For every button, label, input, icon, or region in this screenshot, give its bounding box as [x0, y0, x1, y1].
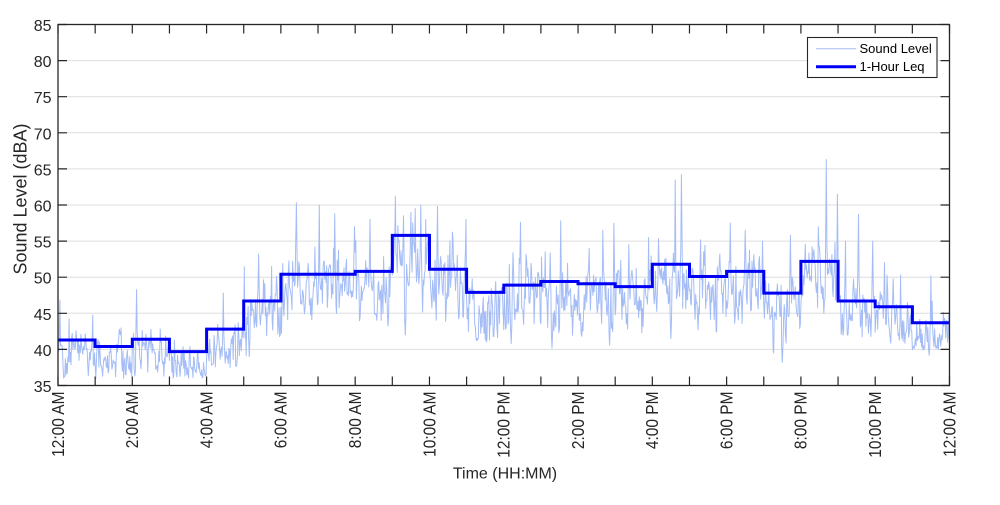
svg-text:12:00 AM: 12:00 AM	[48, 392, 68, 457]
svg-text:45: 45	[34, 307, 52, 324]
svg-text:70: 70	[34, 126, 52, 143]
svg-text:10:00 PM: 10:00 PM	[865, 392, 885, 458]
svg-text:75: 75	[34, 90, 52, 107]
svg-text:35: 35	[34, 379, 52, 396]
svg-text:1-Hour Leq: 1-Hour Leq	[860, 59, 925, 74]
svg-text:6:00 AM: 6:00 AM	[271, 392, 291, 449]
svg-text:Sound Level (dBA): Sound Level (dBA)	[11, 123, 31, 274]
svg-text:50: 50	[34, 271, 52, 288]
svg-text:80: 80	[34, 54, 52, 71]
svg-text:55: 55	[34, 235, 52, 252]
svg-text:12:00 AM: 12:00 AM	[939, 392, 959, 457]
svg-text:60: 60	[34, 199, 52, 216]
svg-text:Sound Level: Sound Level	[860, 41, 932, 56]
svg-text:8:00 AM: 8:00 AM	[345, 392, 365, 449]
svg-text:2:00 PM: 2:00 PM	[568, 392, 588, 450]
svg-text:85: 85	[34, 18, 52, 35]
svg-text:Time (HH:MM): Time (HH:MM)	[453, 466, 557, 483]
svg-text:4:00 AM: 4:00 AM	[197, 392, 217, 449]
svg-text:4:00 PM: 4:00 PM	[642, 392, 662, 450]
svg-text:12:00 PM: 12:00 PM	[494, 392, 514, 458]
svg-text:8:00 PM: 8:00 PM	[791, 392, 811, 450]
svg-text:65: 65	[34, 162, 52, 179]
svg-text:2:00 AM: 2:00 AM	[122, 392, 142, 449]
svg-text:6:00 PM: 6:00 PM	[717, 392, 737, 450]
svg-text:10:00 AM: 10:00 AM	[419, 392, 439, 457]
svg-text:40: 40	[34, 343, 52, 360]
